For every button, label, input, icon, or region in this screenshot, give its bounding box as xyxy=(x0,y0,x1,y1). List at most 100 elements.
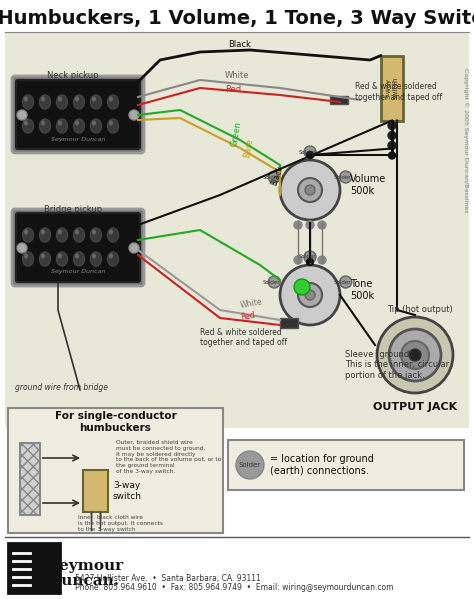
Bar xyxy=(8,543,60,593)
Text: Red: Red xyxy=(225,85,241,94)
Circle shape xyxy=(340,276,352,288)
Ellipse shape xyxy=(73,95,84,109)
Ellipse shape xyxy=(75,229,79,234)
Ellipse shape xyxy=(58,96,62,101)
Circle shape xyxy=(388,132,396,140)
Ellipse shape xyxy=(75,120,79,126)
Bar xyxy=(228,440,464,490)
Circle shape xyxy=(388,122,396,129)
Text: Solder: Solder xyxy=(239,462,261,468)
Ellipse shape xyxy=(91,119,101,133)
Circle shape xyxy=(280,265,340,325)
Text: Copyright © 2005 Seymour Duncan/Basslines: Copyright © 2005 Seymour Duncan/Bassline… xyxy=(463,68,469,212)
Ellipse shape xyxy=(58,253,62,259)
Ellipse shape xyxy=(92,253,96,259)
Ellipse shape xyxy=(56,228,67,242)
Text: Seymour Duncan: Seymour Duncan xyxy=(51,137,105,141)
Circle shape xyxy=(305,290,315,300)
FancyBboxPatch shape xyxy=(16,213,140,282)
Bar xyxy=(280,318,298,328)
Ellipse shape xyxy=(108,228,118,242)
Circle shape xyxy=(17,243,27,253)
Text: Tip (hot output): Tip (hot output) xyxy=(387,304,453,313)
Text: Seymour Duncan: Seymour Duncan xyxy=(51,270,105,274)
Text: Neck pickup: Neck pickup xyxy=(47,71,99,80)
Ellipse shape xyxy=(109,96,113,101)
Circle shape xyxy=(377,317,453,393)
Ellipse shape xyxy=(41,253,45,259)
Text: Solder: Solder xyxy=(263,280,280,285)
Circle shape xyxy=(401,341,429,369)
Text: Solder: Solder xyxy=(334,174,351,180)
Ellipse shape xyxy=(22,228,34,242)
Text: 3-way
switch: 3-way switch xyxy=(113,482,142,501)
Text: = location for ground
(earth) connections.: = location for ground (earth) connection… xyxy=(270,454,374,476)
Text: Inner, black cloth wire
is the hot output. It connects
to the 3-way switch: Inner, black cloth wire is the hot outpu… xyxy=(78,515,163,531)
Circle shape xyxy=(305,185,315,195)
Circle shape xyxy=(268,171,280,183)
Text: 5427 Hollister Ave.  •  Santa Barbara, CA. 93111: 5427 Hollister Ave. • Santa Barbara, CA.… xyxy=(75,573,261,582)
Text: Black: Black xyxy=(270,164,285,187)
Ellipse shape xyxy=(91,228,101,242)
Bar xyxy=(8,408,223,533)
Ellipse shape xyxy=(75,96,79,101)
Bar xyxy=(5,33,469,428)
Bar xyxy=(20,443,40,515)
Text: Bare: Bare xyxy=(242,137,254,158)
Bar xyxy=(83,470,108,512)
Circle shape xyxy=(340,171,352,183)
Ellipse shape xyxy=(73,119,84,133)
Circle shape xyxy=(294,221,302,229)
Circle shape xyxy=(307,152,313,159)
Ellipse shape xyxy=(22,119,34,133)
Text: OUTPUT JACK: OUTPUT JACK xyxy=(373,402,457,412)
Text: Black: Black xyxy=(228,40,251,49)
Ellipse shape xyxy=(108,252,118,266)
Text: Tone
500k: Tone 500k xyxy=(350,279,374,301)
Ellipse shape xyxy=(56,119,67,133)
Ellipse shape xyxy=(22,252,34,266)
FancyBboxPatch shape xyxy=(16,80,140,149)
Circle shape xyxy=(236,451,264,479)
Circle shape xyxy=(304,251,316,263)
Bar xyxy=(381,56,403,120)
Ellipse shape xyxy=(75,253,79,259)
Text: Red: Red xyxy=(240,311,256,322)
Circle shape xyxy=(298,178,322,202)
Ellipse shape xyxy=(109,229,113,234)
Text: 2 Humbuckers, 1 Volume, 1 Tone, 3 Way Switch: 2 Humbuckers, 1 Volume, 1 Tone, 3 Way Sw… xyxy=(0,8,474,28)
Text: Outer, braided shield wire
must be connected to ground.
It may be soldered direc: Outer, braided shield wire must be conne… xyxy=(116,440,221,474)
Text: Solder: Solder xyxy=(334,280,351,285)
Circle shape xyxy=(280,160,340,220)
Ellipse shape xyxy=(39,228,51,242)
Circle shape xyxy=(318,221,326,229)
Ellipse shape xyxy=(39,119,51,133)
Text: Sleeve (ground).
This is the inner, circular
portion of the jack.: Sleeve (ground). This is the inner, circ… xyxy=(345,350,449,380)
Bar xyxy=(330,96,348,104)
Ellipse shape xyxy=(109,120,113,126)
Text: Solder: Solder xyxy=(298,255,316,259)
Ellipse shape xyxy=(91,252,101,266)
Ellipse shape xyxy=(41,229,45,234)
Ellipse shape xyxy=(58,120,62,126)
Circle shape xyxy=(306,221,314,229)
Ellipse shape xyxy=(39,252,51,266)
Ellipse shape xyxy=(109,253,113,259)
Circle shape xyxy=(304,146,316,158)
Ellipse shape xyxy=(56,252,67,266)
Ellipse shape xyxy=(39,95,51,109)
Circle shape xyxy=(129,243,139,253)
Text: Seymour: Seymour xyxy=(48,559,123,573)
Ellipse shape xyxy=(92,120,96,126)
FancyBboxPatch shape xyxy=(12,209,144,286)
Ellipse shape xyxy=(24,96,28,101)
Ellipse shape xyxy=(108,95,118,109)
Circle shape xyxy=(388,141,396,150)
FancyBboxPatch shape xyxy=(12,76,144,153)
Ellipse shape xyxy=(41,120,45,126)
Text: Red & white soldered
together and taped off: Red & white soldered together and taped … xyxy=(200,328,287,347)
Circle shape xyxy=(268,276,280,288)
Text: 3-way
switch: 3-way switch xyxy=(385,77,399,99)
Ellipse shape xyxy=(73,252,84,266)
Ellipse shape xyxy=(92,229,96,234)
